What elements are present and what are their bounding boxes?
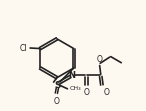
Text: N: N (68, 71, 75, 80)
Text: O: O (53, 97, 59, 106)
Text: O: O (97, 55, 103, 64)
Text: Cl: Cl (20, 44, 27, 53)
Text: S: S (54, 81, 61, 90)
Text: O: O (83, 88, 89, 97)
Text: O: O (104, 88, 110, 97)
Text: CH₃: CH₃ (70, 86, 81, 91)
